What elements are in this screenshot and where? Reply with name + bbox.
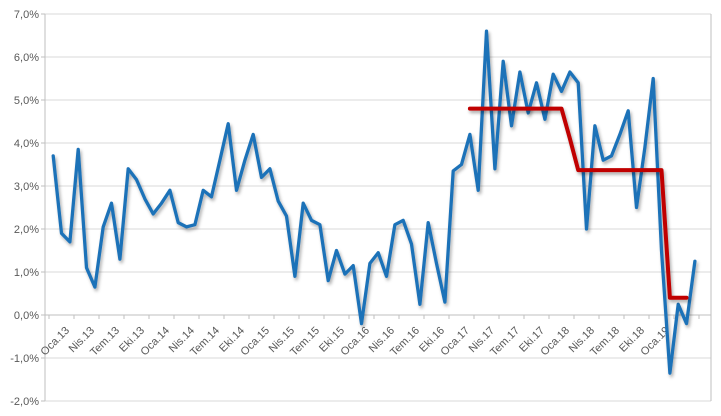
y-axis-label: 5,0% xyxy=(14,95,39,107)
red-step-line xyxy=(467,106,689,300)
y-axis-label: 6,0% xyxy=(14,52,39,64)
y-axis-label: -1,0% xyxy=(10,353,39,365)
y-axis-label: 0,0% xyxy=(14,310,39,322)
y-axis-label: 4,0% xyxy=(14,138,39,150)
y-axis-label: 7,0% xyxy=(14,9,39,21)
y-axis-label: 3,0% xyxy=(14,181,39,193)
x-axis-label: Oca.13 xyxy=(39,325,73,359)
y-axis-label: 2,0% xyxy=(14,224,39,236)
y-axis-label: -2,0% xyxy=(10,396,39,408)
blue-monthly-line xyxy=(51,29,697,375)
y-axis-label: 1,0% xyxy=(14,267,39,279)
